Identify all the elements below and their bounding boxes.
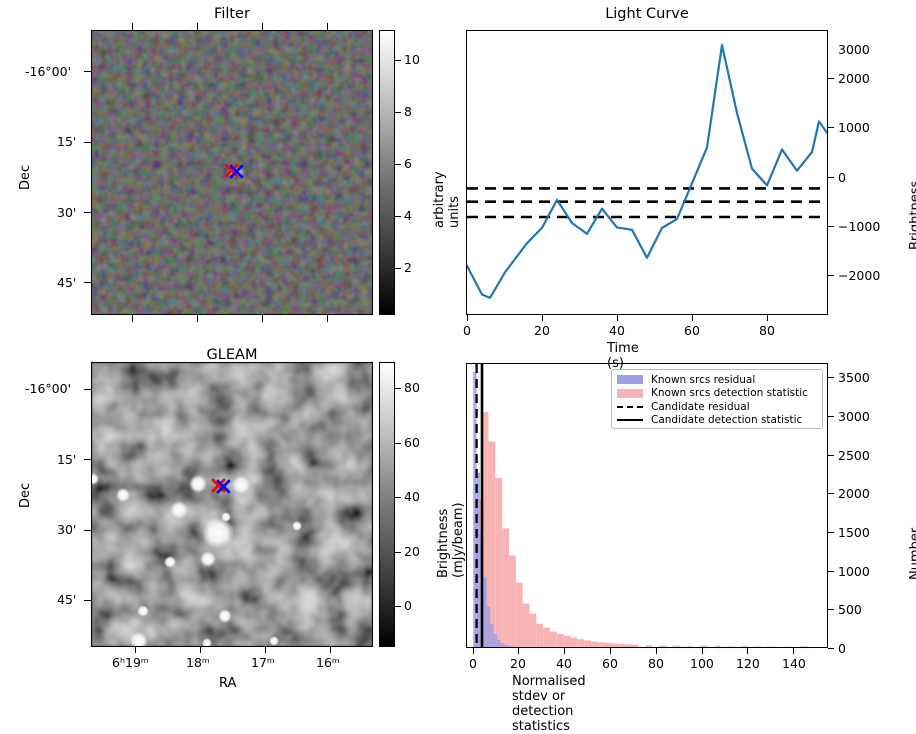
lightcurve-ytick-5: −2000: [838, 268, 880, 283]
gleam-ytick-0: -16°00': [25, 381, 71, 396]
legend-row-0: Known srcs residual: [617, 373, 817, 387]
filter-cbar-tick-4: 2: [404, 260, 412, 275]
filter-cbar-tick-0: 10: [404, 52, 420, 67]
gleam-ytick-2: 30': [57, 522, 76, 537]
gleam-cbar-tick-2: 40: [404, 489, 420, 504]
lightcurve-ytick-0: 3000: [838, 42, 870, 57]
lightcurve-ytick-2: 1000: [838, 120, 870, 135]
histogram-ytick-0: 3500: [838, 370, 870, 385]
legend-label-2: Candidate residual: [651, 401, 750, 413]
lightcurve-xtick-4: 80: [759, 323, 775, 338]
histogram-ytick-6: 500: [838, 602, 862, 617]
histogram-xtick-3: 60: [602, 656, 618, 671]
lightcurve-xtick-3: 60: [684, 323, 700, 338]
legend-row-2: Candidate residual: [617, 400, 817, 414]
histogram-ytick-1: 3000: [838, 409, 870, 424]
filter-colorbar: [379, 30, 395, 315]
histogram-xtick-1: 20: [510, 656, 526, 671]
histogram-xtick-7: 140: [782, 656, 806, 671]
filter-cbar-tick-3: 4: [404, 208, 412, 223]
legend-label-1: Known srcs detection statistic: [651, 387, 808, 399]
histogram-ylabel: Number of Sources: [908, 528, 916, 580]
lightcurve-ytick-1: 2000: [838, 71, 870, 86]
histogram-ytick-3: 2000: [838, 486, 870, 501]
histogram-ytick-4: 1500: [838, 525, 870, 540]
legend-label-3: Candidate detection statistic: [651, 414, 802, 426]
filter-ytick-1: 15': [57, 134, 76, 149]
gleam-ytick-1: 15': [57, 452, 76, 467]
gleam-image-frame: [91, 362, 373, 647]
gleam-xtick-0: 6ʰ19ᵐ: [112, 655, 149, 670]
filter-ytick-3: 45': [57, 275, 76, 290]
histogram-xtick-4: 80: [648, 656, 664, 671]
gleam-xtick-3: 16ᵐ: [316, 655, 340, 670]
filter-panel-title: Filter: [91, 6, 373, 22]
filter-ylabel: Dec: [18, 165, 33, 190]
lightcurve-ytick-3: 0: [838, 170, 846, 185]
lightcurve-xtick-2: 40: [609, 323, 625, 338]
histogram-xtick-0: 0: [469, 656, 477, 671]
filter-cbar-tick-2: 6: [404, 156, 412, 171]
histogram-xtick-6: 120: [736, 656, 760, 671]
lightcurve-ytick-4: −1000: [838, 219, 880, 234]
gleam-colorbar: [379, 362, 395, 647]
histogram-xlabel: Normalised stdev or detection statistics: [512, 674, 586, 734]
lightcurve-ylabel: Brightness (mJy/beam): [908, 174, 916, 250]
histogram-xtick-2: 40: [556, 656, 572, 671]
filter-image-frame: [91, 30, 373, 315]
filter-ytick-2: 30': [57, 205, 76, 220]
lightcurve-xtick-0: 0: [463, 323, 471, 338]
lightcurve-plot: [467, 31, 827, 314]
legend-dashed-line-icon: [617, 406, 643, 408]
lightcurve-line: [467, 45, 827, 298]
gleam-xtick-1: 18ᵐ: [186, 655, 210, 670]
legend-label-0: Known srcs residual: [651, 374, 755, 386]
gleam-ytick-3: 45': [57, 592, 76, 607]
histogram-ytick-5: 1000: [838, 564, 870, 579]
legend-swatch-detection-icon: [617, 389, 643, 398]
gleam-colorbar-label: Brightness (mJy/beam): [436, 502, 466, 578]
histogram-ytick-7: 0: [838, 641, 846, 656]
gleam-xlabel: RA: [219, 676, 236, 691]
gleam-xtick-2: 17ᵐ: [251, 655, 275, 670]
histogram-ytick-2: 2500: [838, 448, 870, 463]
legend-swatch-residual-icon: [617, 375, 643, 384]
gleam-cbar-tick-3: 20: [404, 544, 420, 559]
gleam-ylabel: Dec: [18, 483, 33, 508]
gleam-panel-title: GLEAM: [91, 347, 373, 363]
gleam-cbar-tick-0: 80: [404, 380, 420, 395]
legend-solid-line-icon: [617, 419, 643, 421]
histogram-xtick-5: 100: [690, 656, 714, 671]
gleam-cbar-tick-1: 60: [404, 435, 420, 450]
filter-colorbar-label: arbitrary units: [432, 171, 462, 228]
filter-cbar-tick-1: 8: [404, 104, 412, 119]
lightcurve-xtick-1: 20: [534, 323, 550, 338]
lightcurve-title: Light Curve: [466, 6, 828, 22]
histogram-legend: Known srcs residual Known srcs detection…: [611, 369, 823, 429]
legend-row-3: Candidate detection statistic: [617, 414, 817, 428]
gleam-cbar-tick-4: 0: [404, 598, 412, 613]
legend-row-1: Known srcs detection statistic: [617, 387, 817, 401]
filter-ytick-0: -16°00': [25, 64, 71, 79]
